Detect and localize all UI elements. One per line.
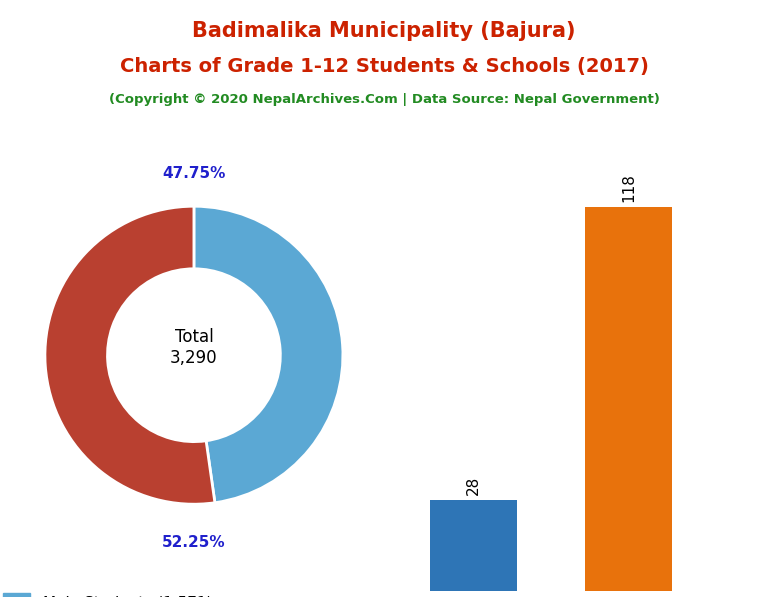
Bar: [585, 207, 672, 591]
Text: (Copyright © 2020 NepalArchives.Com | Data Source: Nepal Government): (Copyright © 2020 NepalArchives.Com | Da…: [108, 93, 660, 106]
Wedge shape: [45, 206, 215, 504]
Text: Total
3,290: Total 3,290: [170, 328, 218, 367]
Text: 52.25%: 52.25%: [162, 536, 226, 550]
Text: 28: 28: [465, 476, 481, 495]
Wedge shape: [194, 206, 343, 503]
Text: Charts of Grade 1-12 Students & Schools (2017): Charts of Grade 1-12 Students & Schools …: [120, 57, 648, 76]
Legend: Male Students (1,571), Female Students (1,719): Male Students (1,571), Female Students (…: [0, 587, 237, 597]
Text: Badimalika Municipality (Bajura): Badimalika Municipality (Bajura): [192, 21, 576, 41]
Text: 47.75%: 47.75%: [162, 166, 226, 181]
Bar: [430, 500, 517, 591]
Text: 118: 118: [621, 174, 636, 202]
